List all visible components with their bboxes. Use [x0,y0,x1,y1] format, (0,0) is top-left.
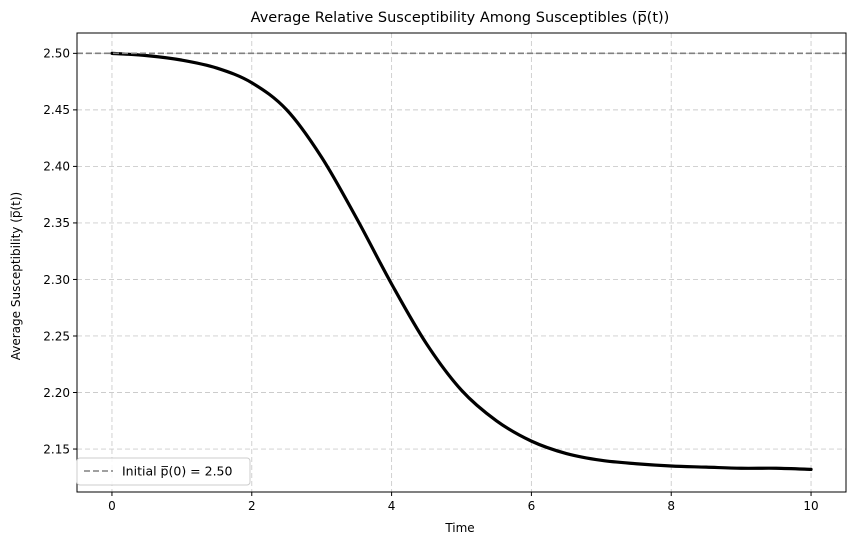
x-tick-label: 0 [108,499,116,513]
x-tick-label: 2 [248,499,256,513]
legend-label-initial: Initial p̅(0) = 2.50 [122,464,233,479]
y-tick-label: 2.20 [43,386,70,400]
y-axis: 2.15 2.20 2.25 2.30 2.35 2.40 2.45 2.50 [43,47,77,456]
legend-box [76,457,251,486]
legend: Initial p̅(0) = 2.50 [76,457,251,486]
plot-layer [77,51,846,471]
y-axis-label: Average Susceptibility (p̅(t)) [9,192,23,361]
x-tick-label: 10 [803,499,818,513]
y-tick-label: 2.30 [43,273,70,287]
y-tick-label: 2.45 [43,103,70,117]
x-tick-label: 4 [388,499,396,513]
y-tick-label: 2.50 [43,47,70,61]
plot-frame [76,32,847,493]
y-tick-label: 2.15 [43,442,70,456]
x-axis-label: Time [444,521,474,535]
y-tick-label: 2.25 [43,329,70,343]
susceptibility-series-line [110,51,813,471]
x-axis: 0 2 4 6 8 10 [108,492,819,513]
chart-title: Average Relative Susceptibility Among Su… [251,10,670,26]
x-tick-label: 8 [667,499,675,513]
x-tick-label: 6 [528,499,536,513]
y-tick-label: 2.40 [43,160,70,174]
y-tick-label: 2.35 [43,216,70,230]
